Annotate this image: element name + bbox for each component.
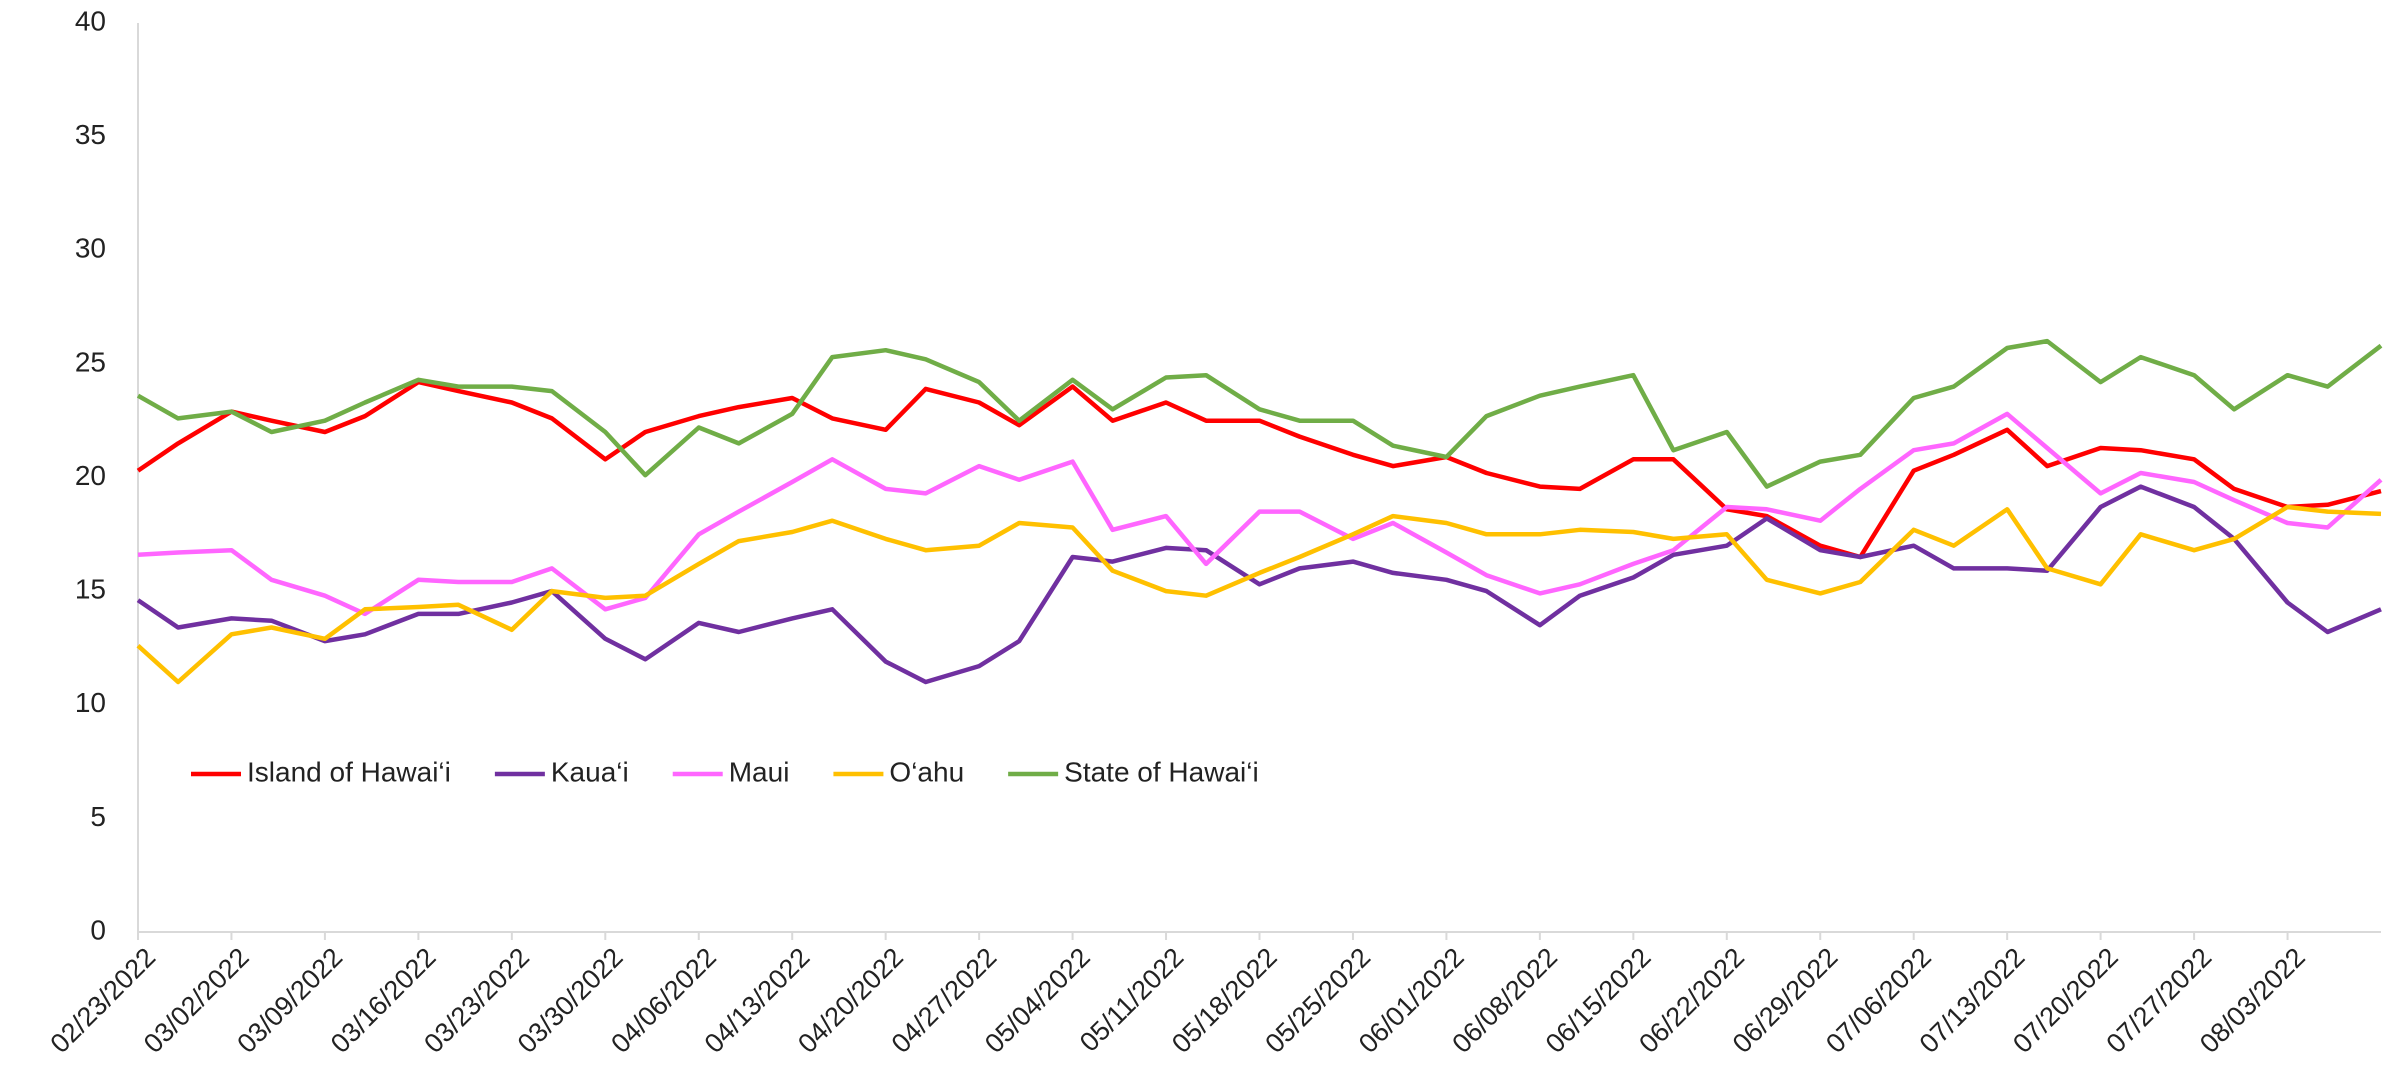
legend-label: Kaua‘i: [551, 756, 629, 787]
series-line: [137, 411, 2383, 617]
legend-label: State of Hawai‘i: [1064, 756, 1259, 787]
series-line: [136, 484, 2382, 685]
legend-label: Maui: [729, 756, 790, 787]
y-tick-label: 40: [75, 5, 106, 36]
y-tick-label: 25: [75, 346, 106, 377]
y-tick-label: 10: [75, 687, 106, 718]
y-tick-label: 30: [75, 233, 106, 264]
series-line: [136, 338, 2383, 489]
y-tick-label: 35: [75, 119, 106, 150]
legend-label: O‘ahu: [889, 756, 964, 787]
legend-label: Island of Hawai‘i: [247, 756, 451, 787]
y-tick-label: 20: [75, 460, 106, 491]
series-line: [136, 504, 2382, 685]
y-tick-label: 5: [90, 801, 106, 832]
legend: Island of Hawai‘i Kaua‘i Maui O‘ahu State of…: [191, 756, 1259, 787]
y-tick-label: 15: [75, 574, 106, 605]
y-tick-label: 0: [90, 914, 106, 945]
series-line: [136, 379, 2382, 560]
